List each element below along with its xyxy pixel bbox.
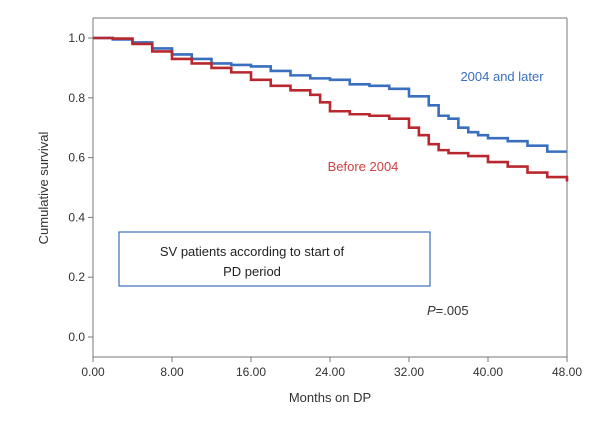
annotation-box-line1: SV patients according to start of (160, 244, 345, 259)
y-tick-label: 0.0 (68, 330, 85, 344)
x-tick-label: 16.00 (236, 365, 266, 379)
series-line-2004-and-later (93, 36, 567, 153)
y-tick-label: 1.0 (68, 31, 85, 45)
x-tick-label: 40.00 (473, 365, 503, 379)
x-axis-ticks: 0.00 8.00 16.00 24.00 32.00 40.00 48.00 (81, 357, 582, 379)
y-tick-label: 0.8 (68, 91, 85, 105)
annotation-box-line2: PD period (223, 264, 281, 279)
annotation-box: SV patients according to start of PD per… (118, 231, 431, 287)
x-tick-label: 0.00 (81, 365, 105, 379)
p-value-annotation: P=.005 (427, 303, 469, 318)
x-axis-title: Months on DP (289, 390, 371, 405)
x-tick-label: 32.00 (394, 365, 424, 379)
x-tick-label: 8.00 (160, 365, 184, 379)
annotation-box-frame (118, 231, 431, 287)
series-label-2004-and-later: 2004 and later (460, 69, 544, 84)
x-tick-label: 48.00 (552, 365, 582, 379)
series-label-before-2004: Before 2004 (328, 159, 399, 174)
y-axis-title: Cumulative survival (36, 132, 51, 245)
p-value-symbol: P (427, 303, 436, 318)
y-axis-ticks: 0.0 0.2 0.4 0.6 0.8 1.0 (68, 31, 93, 344)
p-value-number: =.005 (436, 303, 469, 318)
y-tick-label: 0.4 (68, 210, 85, 224)
y-tick-label: 0.6 (68, 151, 85, 165)
series-line-before-2004 (93, 36, 569, 182)
series-lines (93, 36, 569, 182)
y-tick-label: 0.2 (68, 270, 85, 284)
x-tick-label: 24.00 (315, 365, 345, 379)
